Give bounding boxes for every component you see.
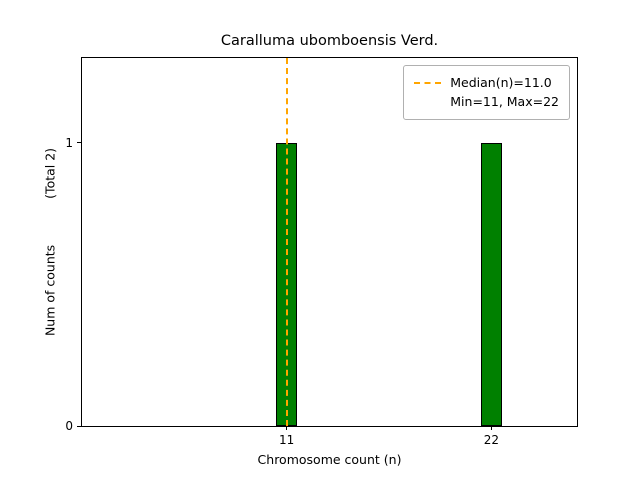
plot-area: Median(n)=11.0 Min=11, Max=22 11 22 0 1 [65,57,578,447]
x-axis-label: Chromosome count (n) [257,452,402,467]
x-tick-mark-22 [490,426,492,430]
median-line [285,58,288,426]
x-tick-label-11: 11 [279,433,295,447]
legend-median-label: Median(n)=11.0 [450,75,552,90]
median-dash-sample-icon [414,81,442,84]
x-tick-label-22: 22 [483,433,500,447]
y-axis-label-total: (Total 2) [42,147,58,199]
y-tick-mark-0 [77,425,81,427]
x-tick-mark-11 [286,426,288,430]
legend: Median(n)=11.0 Min=11, Max=22 [403,65,570,120]
legend-entry-minmax: Min=11, Max=22 [414,92,559,111]
bar-22 [481,142,502,426]
y-tick-label-0: 0 [65,419,73,433]
y-tick-mark-1 [77,142,81,144]
legend-empty-sample [414,101,441,103]
y-axis-label-main: Num of counts [42,244,58,337]
y-tick-label-1: 1 [65,135,73,150]
legend-minmax-label: Min=11, Max=22 [450,94,559,110]
y-axis-label: Num of counts (Total 2) [43,148,58,336]
legend-entry-median: Median(n)=11.0 [414,73,559,92]
chart-title: Caralluma ubomboensis Verd. [220,33,439,49]
